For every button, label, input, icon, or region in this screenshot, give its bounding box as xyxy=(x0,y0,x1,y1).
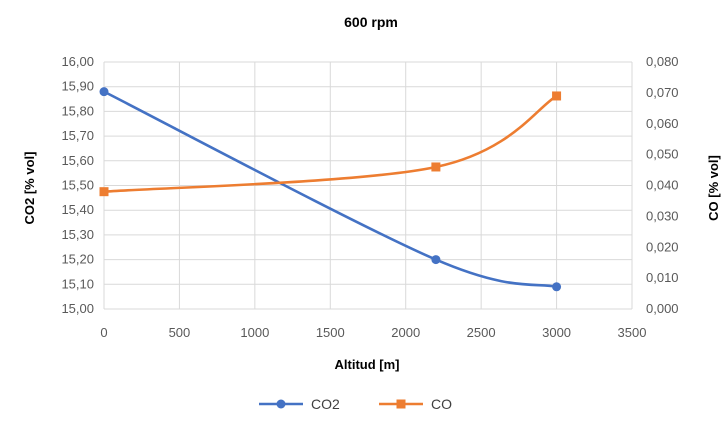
legend-label-co: CO xyxy=(431,396,452,412)
y-tick-label: 15,10 xyxy=(61,276,94,291)
y-tick-label: 15,90 xyxy=(61,79,94,94)
x-tick-label: 2500 xyxy=(467,325,496,340)
x-axis: 0 500 1000 1500 2000 2500 3000 3500 xyxy=(100,325,646,340)
y-tick-label: 15,60 xyxy=(61,153,94,168)
y2-tick-label: 0,030 xyxy=(646,208,679,223)
series-line-co xyxy=(103,94,558,193)
y2-tick-label: 0,000 xyxy=(646,301,679,316)
series-line-co2 xyxy=(103,90,557,289)
y-tick-label: 15,40 xyxy=(61,202,94,217)
grid xyxy=(103,61,633,310)
data-point-co2 xyxy=(431,255,441,265)
data-point-co2 xyxy=(99,87,109,97)
data-point-co xyxy=(552,91,562,101)
x-tick-label: 1500 xyxy=(316,325,345,340)
y-axis-left-title: CO2 [% vol] xyxy=(22,152,37,225)
legend: CO2 CO xyxy=(259,396,452,412)
legend-label-co2: CO2 xyxy=(311,396,340,412)
x-axis-title: Altitud [m] xyxy=(335,357,400,372)
y-axis-right: 0,000 0,010 0,020 0,030 0,040 0,050 0,060 0,070… xyxy=(646,54,679,316)
y2-tick-label: 0,020 xyxy=(646,239,679,254)
y-tick-label: 15,30 xyxy=(61,227,94,242)
y2-tick-label: 0,060 xyxy=(646,116,679,131)
x-tick-label: 2000 xyxy=(391,325,420,340)
y-tick-label: 15,70 xyxy=(61,128,94,143)
series-layer xyxy=(99,87,562,292)
data-point-co2 xyxy=(552,282,562,292)
data-point-co xyxy=(431,162,441,172)
y-tick-label: 15,50 xyxy=(61,178,94,193)
x-tick-label: 3000 xyxy=(542,325,571,340)
x-tick-label: 1000 xyxy=(240,325,269,340)
y-tick-label: 15,20 xyxy=(61,252,94,267)
legend-marker-co xyxy=(396,399,406,409)
y-tick-label: 15,00 xyxy=(61,301,94,316)
x-tick-label: 0 xyxy=(100,325,107,340)
y2-tick-label: 0,080 xyxy=(646,54,679,69)
chart-title: 600 rpm xyxy=(344,14,398,30)
x-tick-label: 3500 xyxy=(618,325,647,340)
y2-tick-label: 0,050 xyxy=(646,147,679,162)
y-axis-left: 15,00 15,10 15,20 15,30 15,40 15,50 15,60 15,70… xyxy=(61,54,94,316)
data-point-co xyxy=(99,187,109,197)
x-tick-label: 500 xyxy=(169,325,191,340)
y2-tick-label: 0,040 xyxy=(646,178,679,193)
y-axis-right-title: CO [% vol] xyxy=(706,155,721,221)
y2-tick-label: 0,010 xyxy=(646,270,679,285)
legend-marker-co2 xyxy=(276,399,286,409)
y-tick-label: 16,00 xyxy=(61,54,94,69)
y2-tick-label: 0,070 xyxy=(646,85,679,100)
y-tick-label: 15,80 xyxy=(61,103,94,118)
